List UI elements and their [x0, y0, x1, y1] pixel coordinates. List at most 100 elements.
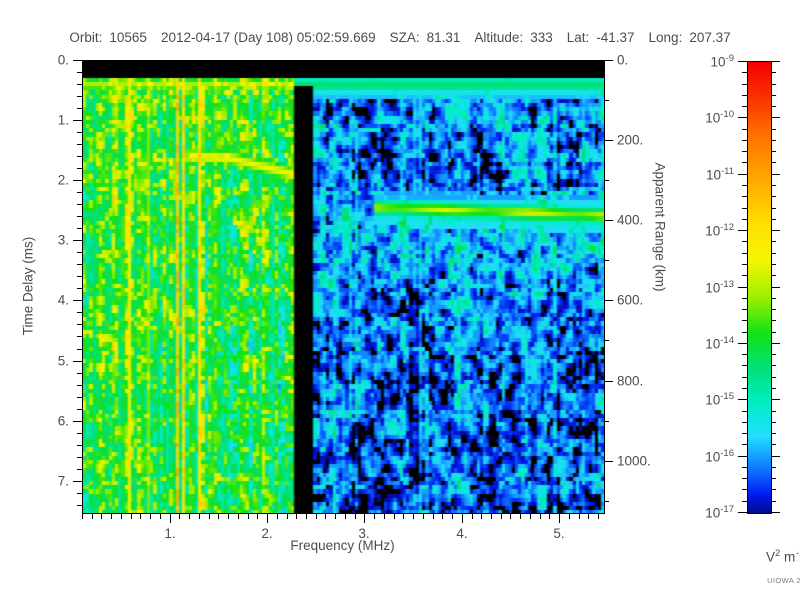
colorbar-minor-tick — [742, 388, 747, 389]
axis-tick — [77, 216, 82, 217]
axis-tick — [77, 336, 82, 337]
y-right-tick-label: 400. — [617, 212, 644, 228]
colorbar-minor-tick — [742, 422, 747, 423]
axis-tick — [92, 513, 93, 519]
colorbar-minor-tick — [742, 129, 747, 130]
axis-tick — [77, 72, 82, 73]
axis-tick — [423, 513, 424, 519]
y-left-tick-label: 5. — [57, 353, 69, 369]
colorbar-minor-tick — [771, 320, 776, 321]
colorbar-tick-label: 10-9 — [710, 52, 734, 70]
y-left-tick-label: 2. — [57, 172, 69, 188]
axis-tick — [77, 469, 82, 470]
colorbar-minor-tick — [742, 365, 747, 366]
axis-tick — [77, 132, 82, 133]
axis-tick — [296, 513, 297, 519]
orbit-label: Orbit: — [69, 30, 103, 45]
axis-tick — [413, 513, 414, 519]
axis-tick — [140, 513, 141, 519]
colorbar-minor-tick — [771, 208, 776, 209]
colorbar-tick — [771, 343, 780, 344]
colorbar-tick-label: 10-17 — [705, 503, 734, 521]
watermark: UIOWA 20130124 — [767, 576, 800, 585]
colorbar-minor-tick — [742, 501, 747, 502]
axis-tick — [77, 192, 82, 193]
colorbar-minor-tick — [742, 444, 747, 445]
axis-tick — [150, 513, 151, 519]
axis-tick — [73, 240, 82, 241]
colorbar — [747, 61, 772, 514]
colorbar-minor-tick — [742, 332, 747, 333]
colorbar-tick — [771, 61, 780, 62]
axis-tick — [73, 361, 82, 362]
colorbar-tick — [771, 287, 780, 288]
colorbar-minor-tick — [742, 162, 747, 163]
colorbar-minor-tick — [771, 241, 776, 242]
axis-tick — [77, 505, 82, 506]
colorbar-tick-label: 10-13 — [705, 278, 734, 296]
sza-label: SZA: — [389, 30, 420, 45]
colorbar-minor-tick — [742, 253, 747, 254]
colorbar-minor-tick — [771, 411, 776, 412]
colorbar-minor-tick — [742, 377, 747, 378]
colorbar-minor-tick — [742, 151, 747, 152]
axis-tick — [77, 276, 82, 277]
colorbar-minor-tick — [771, 129, 776, 130]
axis-tick — [73, 60, 82, 61]
axis-tick — [77, 349, 82, 350]
axis-tick — [403, 513, 404, 519]
axis-tick — [179, 513, 180, 519]
colorbar-minor-tick — [742, 140, 747, 141]
colorbar-minor-tick — [742, 196, 747, 197]
colorbar-tick — [738, 343, 747, 344]
axis-tick — [267, 513, 268, 523]
axis-tick — [73, 300, 82, 301]
colorbar-minor-tick — [742, 208, 747, 209]
colorbar-minor-tick — [742, 467, 747, 468]
colorbar-minor-tick — [771, 354, 776, 355]
colorbar-minor-tick — [771, 489, 776, 490]
colorbar-tick — [738, 61, 747, 62]
axis-tick — [77, 312, 82, 313]
spectrogram-heatmap — [83, 61, 604, 513]
plot-header: Orbit: 10565 2012-04-17 (Day 108) 05:02:59… — [0, 30, 800, 45]
axis-tick — [238, 513, 239, 519]
axis-tick — [540, 513, 541, 519]
axis-tick — [73, 180, 82, 181]
axis-tick — [77, 324, 82, 325]
axis-tick — [287, 513, 288, 519]
axis-tick — [462, 513, 463, 523]
axis-tick — [364, 513, 365, 523]
colorbar-tick — [738, 287, 747, 288]
colorbar-minor-tick — [771, 196, 776, 197]
colorbar-minor-tick — [771, 219, 776, 220]
colorbar-minor-tick — [742, 185, 747, 186]
colorbar-tick — [738, 117, 747, 118]
axis-tick — [82, 513, 83, 519]
axis-tick — [73, 421, 82, 422]
axis-tick — [588, 513, 589, 519]
colorbar-minor-tick — [771, 501, 776, 502]
colorbar-units-v: V — [765, 549, 775, 565]
axis-tick — [510, 513, 511, 519]
colorbar-minor-tick — [771, 332, 776, 333]
axis-tick — [452, 513, 453, 519]
colorbar-minor-tick — [742, 478, 747, 479]
colorbar-tick — [738, 512, 747, 513]
axis-tick — [218, 513, 219, 519]
axis-tick — [604, 340, 609, 341]
axis-tick — [189, 513, 190, 519]
colorbar-minor-tick — [771, 106, 776, 107]
axis-tick — [604, 60, 613, 61]
axis-tick — [77, 108, 82, 109]
colorbar-tick-label: 10-16 — [705, 447, 734, 465]
axis-tick — [598, 513, 599, 519]
colorbar-minor-tick — [742, 219, 747, 220]
axis-tick — [77, 144, 82, 145]
colorbar-tick — [771, 512, 780, 513]
axis-tick — [433, 513, 434, 519]
colorbar-minor-tick — [771, 309, 776, 310]
axis-tick — [111, 513, 112, 519]
colorbar-minor-tick — [742, 72, 747, 73]
axis-tick — [569, 513, 570, 519]
